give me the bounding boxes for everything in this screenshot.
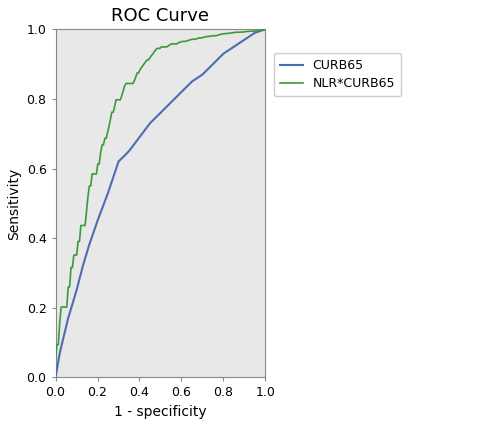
X-axis label: 1 - specificity: 1 - specificity (114, 405, 207, 419)
Title: ROC Curve: ROC Curve (112, 7, 210, 25)
Legend: CURB65, NLR*CURB65: CURB65, NLR*CURB65 (274, 53, 402, 96)
Y-axis label: Sensitivity: Sensitivity (7, 167, 21, 239)
